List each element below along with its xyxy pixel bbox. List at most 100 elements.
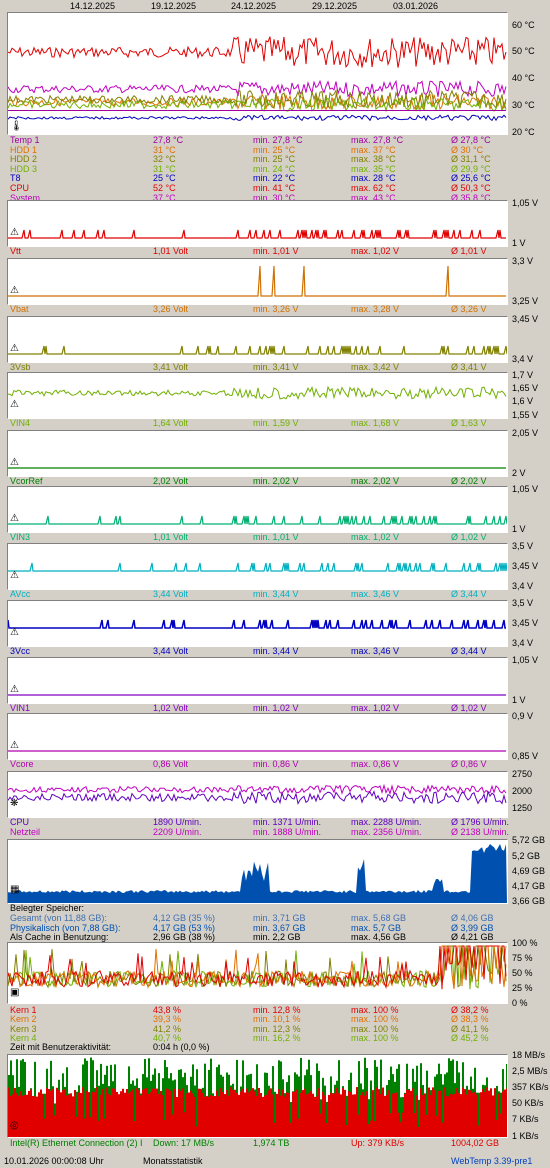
network-up-bar <box>292 1091 294 1137</box>
network-up-bar <box>54 1115 56 1137</box>
fan-series-line <box>8 790 507 805</box>
voltage-avg: Ø 1,02 V <box>451 703 487 713</box>
memory-tick: 3,66 GB <box>512 896 546 906</box>
network-up-bar <box>78 1092 80 1137</box>
network-up-bar <box>128 1093 130 1137</box>
network-up-bar <box>120 1091 122 1137</box>
network-up-bar <box>414 1113 416 1137</box>
network-down-bar <box>374 1060 376 1137</box>
network-up-bar <box>448 1096 450 1137</box>
voltage-avg: Ø 1,02 V <box>451 532 487 542</box>
voltage-warning-icon: ⚠ <box>10 570 19 581</box>
fan-legend-avg: Ø 2138 U/min. <box>451 826 510 837</box>
voltage-current: 2,02 Volt <box>153 476 189 486</box>
network-up-bar <box>154 1088 156 1137</box>
temp-legend-avg: Ø 50,3 °C <box>451 183 491 193</box>
network-up-bar <box>484 1092 486 1137</box>
network-graph <box>7 1054 508 1138</box>
temp-legend-name: HDD 2 <box>10 154 38 165</box>
network-up-bar <box>392 1093 394 1137</box>
voltage-name: Vcore <box>10 759 34 769</box>
network-down-bar <box>84 1058 86 1137</box>
network-down-bar <box>478 1092 480 1137</box>
network-up-bar <box>82 1087 84 1137</box>
network-up-bar <box>368 1124 370 1137</box>
network-up-bar <box>254 1091 256 1137</box>
network-up-bar <box>416 1095 418 1137</box>
voltage-graph-vcore <box>7 713 508 760</box>
network-up-bar <box>106 1087 108 1137</box>
voltage-avg: Ø 3,44 V <box>451 589 487 599</box>
voltage-tick-high: 0,9 V <box>512 711 534 721</box>
voltage-current: 3,26 Volt <box>153 304 189 314</box>
network-up-bar <box>118 1094 120 1137</box>
temp-legend-avg: Ø 25,6 °C <box>451 173 491 184</box>
temperature-graph <box>7 12 508 135</box>
fan-series-line <box>8 783 507 796</box>
network-up-bar <box>274 1122 276 1137</box>
cpu-legend-current: 40,7 % <box>153 1032 182 1043</box>
voltage-series-line <box>8 562 507 572</box>
network-down-bar <box>290 1101 292 1137</box>
network-up-bar <box>296 1089 298 1137</box>
network-up-bar <box>454 1093 456 1137</box>
graph-canvas <box>8 750 506 752</box>
voltage-min: min. 1,59 V <box>253 418 299 428</box>
network-up-bar <box>406 1089 408 1137</box>
voltage-current: 3,44 Volt <box>153 589 189 599</box>
network-up-bar <box>360 1095 362 1137</box>
temp-legend-name: System <box>10 192 41 203</box>
net-tick: 357 KB/s <box>512 1082 549 1092</box>
network-up-bar <box>478 1125 480 1137</box>
network-up-bar <box>174 1088 176 1137</box>
network-up-bar <box>286 1092 288 1137</box>
network-up-bar <box>450 1093 452 1137</box>
network-up-bar <box>444 1087 446 1137</box>
network-up-bar <box>134 1121 136 1137</box>
activity-label: Zeit mit Benutzeraktivität: <box>10 1042 112 1052</box>
temp-legend-min: min. 30 °C <box>253 192 296 203</box>
voltage-graph-avcc <box>7 543 508 590</box>
network-up-bar <box>132 1089 134 1137</box>
voltage-max: max. 3,46 V <box>351 589 400 599</box>
cpu-legend-name: Kern 2 <box>10 1014 37 1025</box>
voltage-avg: Ø 3,44 V <box>451 646 487 656</box>
voltage-name: VIN1 <box>10 703 31 713</box>
voltage-tick-high: 3,5 V <box>512 598 534 608</box>
temp-legend-row: System 37 °C min. 30 °C max. 43 °C Ø 35,8 °C <box>10 193 500 203</box>
network-up-bar <box>430 1095 432 1137</box>
cpu-legend-max: max. 100 % <box>351 1014 399 1025</box>
network-up-bar <box>218 1096 220 1137</box>
cpu-legend-row: Kern 2 39,3 % min. 10,1 % max. 100 % Ø 38,3 … <box>10 1014 500 1025</box>
voltage-min: min. 3,26 V <box>253 304 299 314</box>
network-up-bar <box>52 1088 54 1137</box>
network-up-bar <box>314 1096 316 1137</box>
network-down-bar <box>104 1074 106 1137</box>
temp-series-line <box>8 79 507 98</box>
voltage-warning-icon: ⚠ <box>10 457 19 468</box>
network-up-bar <box>188 1092 190 1137</box>
footer-version-link[interactable]: WebTemp 3.39-pre1 <box>451 1156 533 1166</box>
voltage-tick-low: 2 V <box>512 468 526 478</box>
cpu-tick: 75 % <box>512 953 533 963</box>
graph-canvas <box>8 385 507 400</box>
memory-legend-max: max. 5,68 GB <box>351 913 407 923</box>
voltage-tick-high: 3,45 V <box>512 314 539 324</box>
network-up-bar <box>442 1122 444 1137</box>
voltage-tick-mid: 3,45 V <box>512 618 539 628</box>
network-up-bar <box>192 1093 194 1137</box>
network-down-bar <box>44 1093 46 1137</box>
memory-legend-max: max. 5,7 GB <box>351 922 402 933</box>
memory-area <box>8 844 507 903</box>
memory-legend-row: Gesamt (von 11,88 GB): 4,12 GB (35 %) min.… <box>10 913 500 923</box>
network-up-bar <box>210 1094 212 1137</box>
voltage-min: min. 2,02 V <box>253 476 299 486</box>
network-up-bar <box>328 1094 330 1137</box>
network-up-bar <box>12 1094 14 1137</box>
memory-tick: 4,69 GB <box>512 866 546 876</box>
voltage-min: min. 1,01 V <box>253 532 299 542</box>
voltage-warning-icon: ⚠ <box>10 684 19 695</box>
temp-tick: 60 °C <box>512 20 535 30</box>
temp-legend-avg: Ø 29,9 °C <box>451 163 491 174</box>
